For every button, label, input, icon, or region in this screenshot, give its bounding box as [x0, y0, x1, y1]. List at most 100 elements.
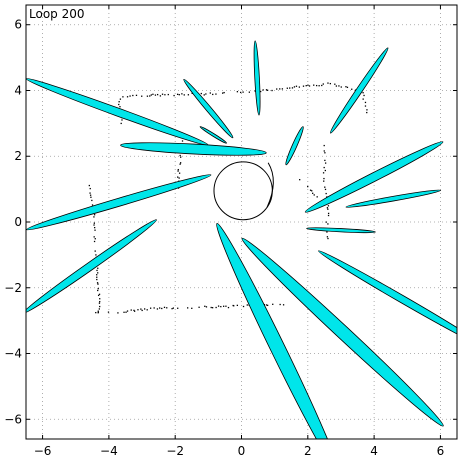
- x-tick-label: 2: [304, 444, 312, 458]
- scan-point: [95, 254, 97, 256]
- scan-point: [220, 305, 222, 308]
- scan-point: [119, 106, 121, 108]
- scan-point: [97, 311, 100, 313]
- scan-point: [130, 309, 132, 311]
- scan-point: [93, 216, 95, 218]
- scan-point: [281, 88, 284, 90]
- scan-point: [212, 93, 214, 96]
- y-tick-label: 6: [14, 18, 22, 32]
- scan-point: [312, 192, 314, 194]
- scan-point: [120, 122, 122, 125]
- scan-point: [133, 309, 135, 312]
- scan-point: [217, 305, 220, 307]
- scan-point: [133, 310, 136, 312]
- scan-point: [126, 310, 129, 312]
- scan-point: [323, 144, 325, 147]
- scan-point: [322, 83, 324, 85]
- scan-point: [272, 303, 274, 305]
- scan-point: [97, 283, 99, 285]
- landmark-ellipse-2: [120, 142, 267, 156]
- scan-point: [286, 87, 288, 89]
- scan-point: [97, 294, 100, 297]
- scan-point: [98, 293, 101, 295]
- scan-point: [159, 95, 162, 97]
- scan-point: [163, 306, 166, 309]
- scan-point: [93, 224, 95, 226]
- scan-point: [316, 196, 318, 198]
- scan-point: [215, 93, 217, 95]
- scan-point: [225, 305, 227, 307]
- scan-point: [329, 82, 332, 85]
- scan-point: [141, 95, 143, 97]
- y-tick-label: −6: [4, 412, 22, 426]
- scan-point: [345, 86, 347, 88]
- scan-point: [266, 89, 269, 91]
- scan-point: [181, 93, 183, 95]
- scan-point: [307, 185, 309, 188]
- landmark-ellipse-3: [26, 174, 212, 231]
- scan-point: [324, 188, 327, 191]
- scan-point: [137, 309, 139, 311]
- y-tick-label: 0: [14, 215, 22, 229]
- x-tick-label: 6: [437, 444, 445, 458]
- scan-point: [327, 205, 330, 207]
- landmark-ellipse-4: [26, 219, 157, 314]
- scan-point: [107, 311, 110, 313]
- scan-point: [338, 85, 340, 87]
- scan-point: [324, 152, 326, 154]
- tick-layer: −6 −4 −2 0 2 4 6 −6 −4 −2 0 2 4 6: [4, 5, 457, 458]
- scan-point: [266, 304, 269, 307]
- scan-point: [149, 307, 152, 309]
- scan-point: [96, 274, 98, 276]
- scan-point: [98, 302, 101, 304]
- scan-point: [149, 95, 151, 97]
- scan-point: [178, 172, 181, 174]
- scan-point: [279, 303, 281, 306]
- scan-point: [324, 162, 327, 164]
- scan-point: [236, 91, 239, 93]
- scan-point: [302, 85, 305, 87]
- scan-point: [198, 306, 200, 308]
- scan-point: [325, 221, 327, 223]
- scan-point: [211, 307, 214, 309]
- scan-point: [205, 306, 208, 308]
- scan-point: [89, 192, 91, 194]
- scan-point: [178, 177, 180, 179]
- scan-point: [305, 85, 307, 87]
- scan-point: [326, 196, 328, 198]
- scan-point: [181, 140, 184, 142]
- scan-point: [248, 91, 251, 93]
- scan-point: [96, 276, 98, 278]
- scan-point: [313, 84, 315, 86]
- scan-point: [97, 310, 99, 312]
- scan-point: [307, 84, 309, 86]
- scan-point: [200, 92, 202, 95]
- scan-point: [93, 222, 95, 224]
- scan-point: [96, 269, 98, 272]
- x-tick-label: −2: [166, 444, 184, 458]
- y-tick-label: 4: [14, 83, 22, 97]
- y-tick-label: 2: [14, 149, 22, 163]
- scan-point: [88, 184, 90, 187]
- scan-point: [94, 250, 96, 252]
- scan-point: [146, 309, 148, 311]
- scan-point: [94, 238, 96, 240]
- scan-point: [223, 305, 225, 307]
- scan-point: [89, 194, 92, 196]
- scan-point: [323, 177, 325, 180]
- x-tick-label: 4: [370, 444, 378, 458]
- scan-point: [121, 119, 123, 121]
- scan-point: [204, 305, 206, 307]
- scan-point: [119, 98, 122, 100]
- scan-point: [242, 305, 245, 308]
- landmark-ellipse-1: [26, 78, 209, 146]
- robot-body: [213, 161, 273, 221]
- scan-point: [327, 237, 329, 240]
- scan-point: [346, 86, 349, 89]
- scan-point: [233, 305, 235, 307]
- scan-point: [96, 282, 99, 284]
- scan-point: [177, 176, 179, 178]
- x-tick-label: 0: [238, 444, 246, 458]
- scan-point: [167, 93, 169, 96]
